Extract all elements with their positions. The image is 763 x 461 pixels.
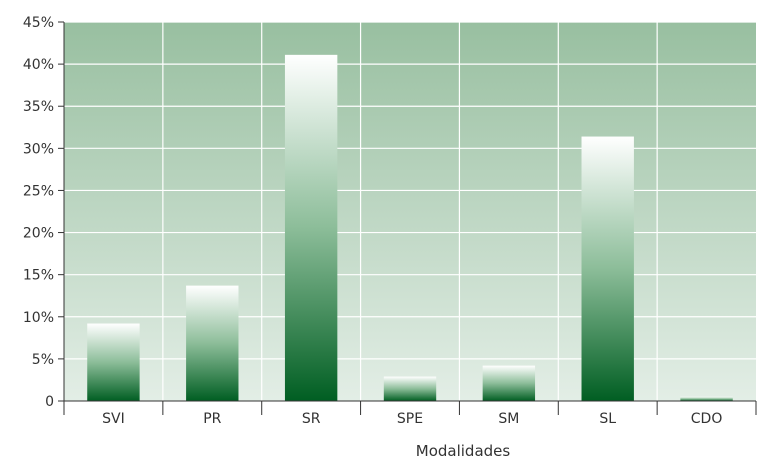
x-tick-label: SPE <box>397 411 423 427</box>
x-tick-label: CDO <box>691 411 723 427</box>
y-tick-label: 40% <box>23 57 54 73</box>
y-tick-label: 0 <box>45 394 54 410</box>
bars <box>87 54 733 401</box>
x-tick-label: SVI <box>102 411 125 427</box>
bar-pr <box>186 285 239 401</box>
axes <box>58 21 757 415</box>
x-tick-label: PR <box>203 411 221 427</box>
bar-sl <box>581 136 634 401</box>
x-tick-label: SR <box>302 411 321 427</box>
grid-lines <box>64 21 756 401</box>
y-tick-label: 20% <box>23 226 54 242</box>
bar-sr <box>284 54 338 401</box>
x-tick-label: SL <box>599 411 616 427</box>
x-axis-title: Modalidades <box>416 442 511 457</box>
y-tick-label: 45% <box>23 15 54 31</box>
y-tick-label: 15% <box>23 268 54 284</box>
x-tick-label: SM <box>498 411 519 427</box>
y-tick-label: 25% <box>23 183 54 199</box>
bar-sm <box>482 365 536 401</box>
y-tick-label: 30% <box>23 141 54 157</box>
plot-area-background <box>64 22 756 401</box>
x-tick-labels: SVI PR SR SPE SM SL CDO <box>102 411 722 427</box>
y-tick-label: 10% <box>23 310 54 326</box>
y-tick-label: 5% <box>32 352 54 368</box>
bar-cdo <box>680 396 733 401</box>
y-tick-label: 35% <box>23 99 54 115</box>
y-tick-labels: 0 5% 10% 15% 20% 25% 30% 35% 40% 45% <box>23 15 54 410</box>
bar-spe <box>383 376 437 401</box>
bar-svi <box>87 323 140 401</box>
